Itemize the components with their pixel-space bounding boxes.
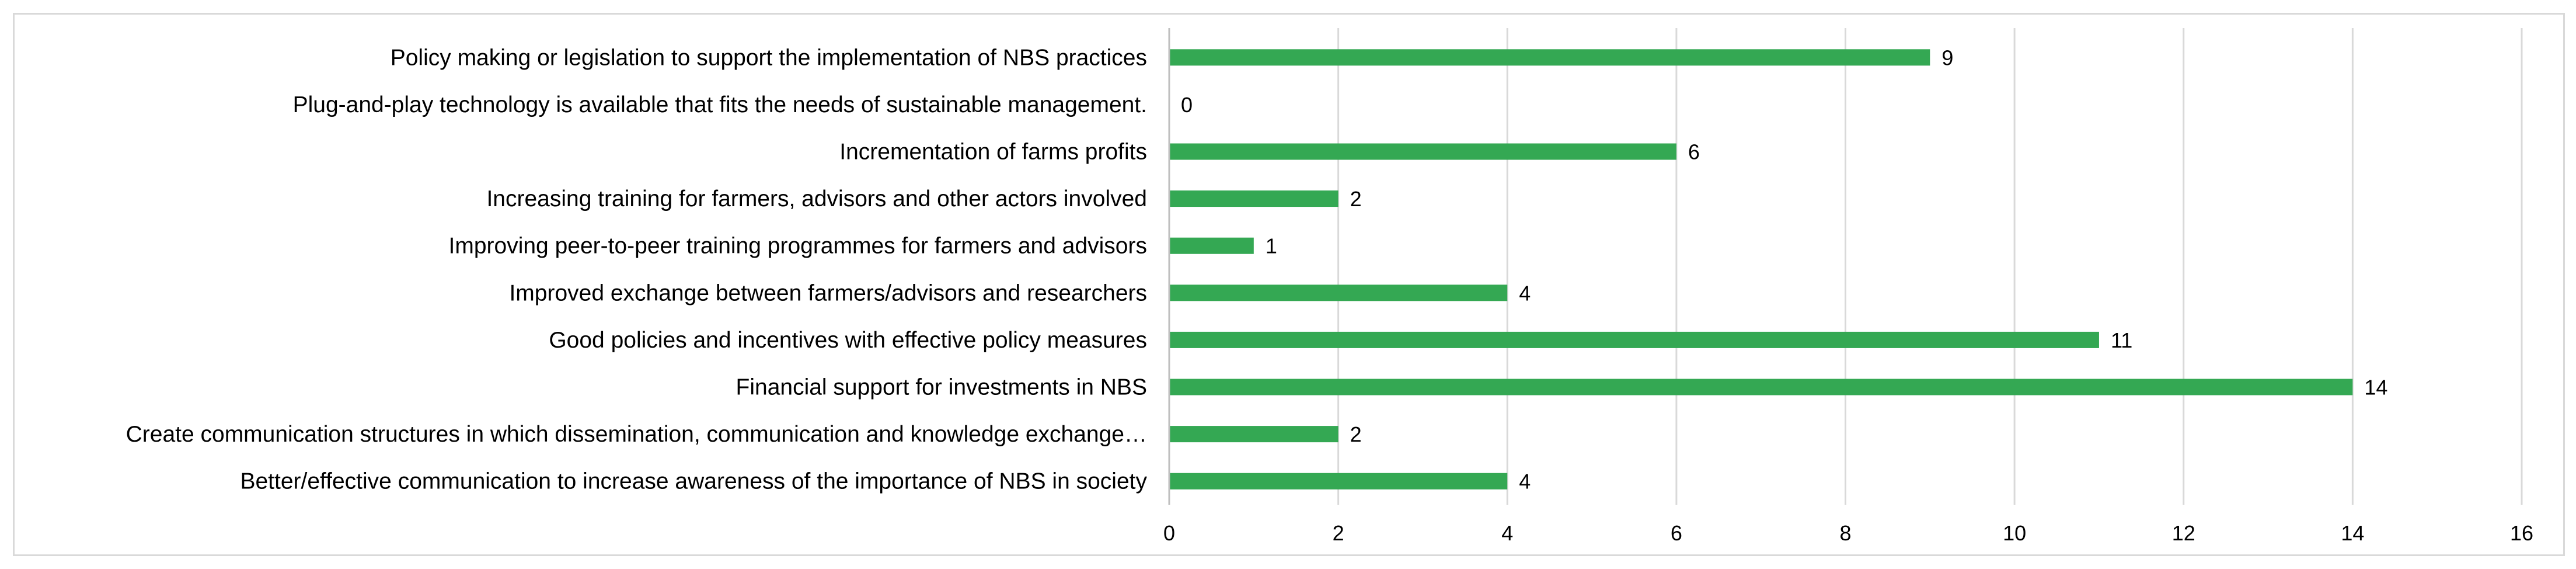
category-label: Create communication structures in which… xyxy=(126,422,1147,447)
data-label: 2 xyxy=(1350,187,1362,211)
x-tick-label: 4 xyxy=(1501,521,1513,545)
category-label: Plug-and-play technology is available th… xyxy=(293,92,1147,117)
x-tick-label: 12 xyxy=(2172,521,2195,545)
chart-frame xyxy=(13,13,2565,556)
data-label: 4 xyxy=(1519,470,1531,494)
bar xyxy=(1169,331,2099,348)
bar xyxy=(1169,473,1508,490)
bars xyxy=(1169,49,2353,490)
data-label: 2 xyxy=(1350,422,1362,446)
x-tick-label: 0 xyxy=(1163,521,1175,545)
bar xyxy=(1169,426,1338,443)
x-tick-label: 14 xyxy=(2341,521,2364,545)
data-label: 14 xyxy=(2364,376,2387,400)
category-label: Policy making or legislation to support … xyxy=(391,45,1147,70)
bar xyxy=(1169,237,1254,254)
x-tick-label: 16 xyxy=(2510,521,2533,545)
x-tick-label: 8 xyxy=(1839,521,1851,545)
category-labels: Policy making or legislation to support … xyxy=(126,45,1148,494)
gridlines xyxy=(1337,28,2523,505)
bar xyxy=(1169,379,2353,395)
bar xyxy=(1169,143,1676,160)
bar xyxy=(1169,284,1508,301)
data-label: 4 xyxy=(1519,281,1531,305)
bar xyxy=(1169,49,1930,66)
category-label: Incrementation of farms profits xyxy=(839,140,1147,165)
x-axis: 0 2 4 6 8 10 12 14 16 xyxy=(1163,28,2533,545)
x-tick-label: 10 xyxy=(2003,521,2026,545)
x-tick-label: 2 xyxy=(1333,521,1344,545)
category-label: Increasing training for farmers, advisor… xyxy=(486,186,1147,211)
category-label: Improving peer-to-peer training programm… xyxy=(449,234,1148,259)
data-label: 0 xyxy=(1181,93,1193,117)
data-label: 6 xyxy=(1688,140,1700,164)
category-label: Improved exchange between farmers/adviso… xyxy=(509,280,1147,306)
data-label: 1 xyxy=(1266,234,1277,258)
category-label: Good policies and incentives with effect… xyxy=(549,328,1147,353)
category-label: Financial support for investments in NBS xyxy=(736,375,1147,400)
x-tick-label: 6 xyxy=(1671,521,1682,545)
category-label: Better/effective communication to increa… xyxy=(240,469,1147,494)
data-label: 9 xyxy=(1941,46,1953,70)
bar xyxy=(1169,190,1338,207)
data-label: 11 xyxy=(2111,328,2132,352)
